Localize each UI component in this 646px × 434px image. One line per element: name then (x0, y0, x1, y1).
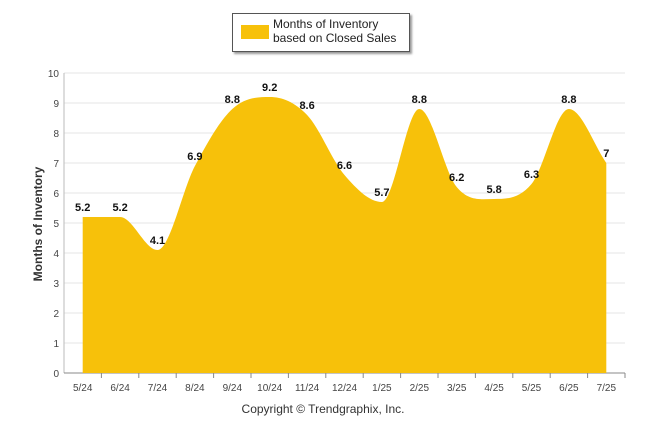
x-tick-label: 9/24 (223, 383, 243, 394)
data-label: 4.1 (150, 235, 165, 247)
y-tick-label: 7 (53, 159, 59, 170)
data-label: 5.8 (486, 184, 501, 196)
data-label: 9.2 (262, 82, 277, 94)
y-tick-label: 5 (53, 219, 59, 230)
y-tick-label: 0 (53, 369, 59, 380)
y-tick-label: 6 (53, 189, 59, 200)
x-tick-label: 3/25 (447, 383, 467, 394)
data-label: 6.3 (524, 169, 539, 181)
y-tick-label: 4 (53, 249, 59, 260)
y-tick-label: 10 (48, 69, 60, 80)
y-tick-label: 8 (53, 129, 59, 140)
x-tick-label: 2/25 (410, 383, 430, 394)
data-label: 7 (603, 148, 609, 160)
x-tick-label: 6/24 (110, 383, 130, 394)
y-axis-ticks: 0 1 2 3 4 5 6 7 8 9 10 (48, 69, 60, 380)
y-axis-title: Months of Inventory (31, 166, 45, 281)
data-label: 8.6 (299, 100, 314, 112)
x-tick-label: 4/25 (484, 383, 504, 394)
legend-label: Months of Inventory based on Closed Sale… (273, 17, 397, 45)
data-label: 8.8 (412, 94, 427, 106)
x-tick-label: 5/25 (522, 383, 542, 394)
y-tick-label: 9 (53, 99, 59, 110)
legend: Months of Inventory based on Closed Sale… (232, 13, 410, 52)
x-tick-label: 5/24 (73, 383, 93, 394)
x-tick-label: 10/24 (257, 383, 282, 394)
data-label: 5.2 (112, 202, 127, 214)
copyright-text: Copyright © Trendgraphix, Inc. (241, 402, 405, 416)
x-tick-label: 1/25 (372, 383, 392, 394)
x-tick-label: 6/25 (559, 383, 579, 394)
data-label: 5.2 (75, 202, 90, 214)
data-label: 6.6 (337, 160, 352, 172)
x-tick-label: 7/24 (148, 383, 168, 394)
data-labels: 5.2 5.2 4.1 6.9 8.8 9.2 8.6 6.6 5.7 8.8 6.2 5.8 6.3 8… (75, 82, 609, 247)
data-label: 6.2 (449, 172, 464, 184)
x-tick-label: 7/25 (597, 383, 617, 394)
legend-swatch (241, 25, 269, 39)
data-label: 6.9 (187, 151, 202, 163)
area-fill (82, 97, 607, 373)
y-tick-label: 1 (53, 339, 59, 350)
data-label: 8.8 (561, 94, 576, 106)
data-label: 5.7 (374, 187, 389, 199)
x-axis-ticks: 5/24 6/24 7/24 8/24 9/24 10/24 11/24 12/24 1/25 2… (73, 373, 626, 394)
y-tick-label: 2 (53, 309, 59, 320)
x-tick-label: 8/24 (185, 383, 205, 394)
x-tick-label: 11/24 (295, 383, 320, 394)
x-tick-label: 12/24 (332, 383, 357, 394)
area-series (82, 97, 607, 373)
y-tick-label: 3 (53, 279, 59, 290)
data-label: 8.8 (225, 94, 240, 106)
